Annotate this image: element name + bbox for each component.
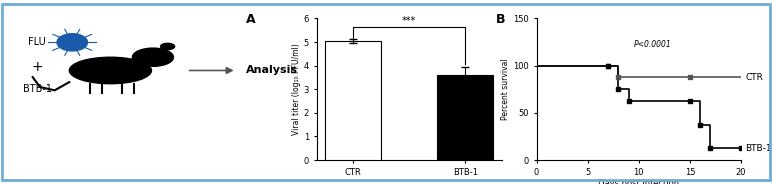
Text: ***: *** bbox=[402, 16, 416, 26]
Bar bbox=[437, 75, 493, 160]
Ellipse shape bbox=[69, 57, 151, 84]
Text: CTR: CTR bbox=[745, 73, 763, 82]
X-axis label: Days post infection: Days post infection bbox=[598, 180, 679, 184]
Ellipse shape bbox=[133, 48, 174, 66]
Circle shape bbox=[57, 34, 87, 51]
Bar bbox=[325, 41, 381, 160]
Text: B: B bbox=[496, 13, 505, 26]
Text: +: + bbox=[31, 60, 43, 74]
Text: BTB-1: BTB-1 bbox=[22, 84, 52, 94]
Ellipse shape bbox=[161, 43, 174, 50]
Text: A: A bbox=[246, 13, 256, 26]
Text: FLU: FLU bbox=[29, 37, 46, 47]
Text: Analysis: Analysis bbox=[245, 66, 298, 75]
Y-axis label: Percent survival: Percent survival bbox=[501, 59, 510, 120]
Text: BTB-1: BTB-1 bbox=[745, 144, 772, 153]
Text: P<0.0001: P<0.0001 bbox=[634, 40, 672, 49]
Y-axis label: Viral titer (log₁₀ PFU/ml): Viral titer (log₁₀ PFU/ml) bbox=[292, 43, 301, 135]
